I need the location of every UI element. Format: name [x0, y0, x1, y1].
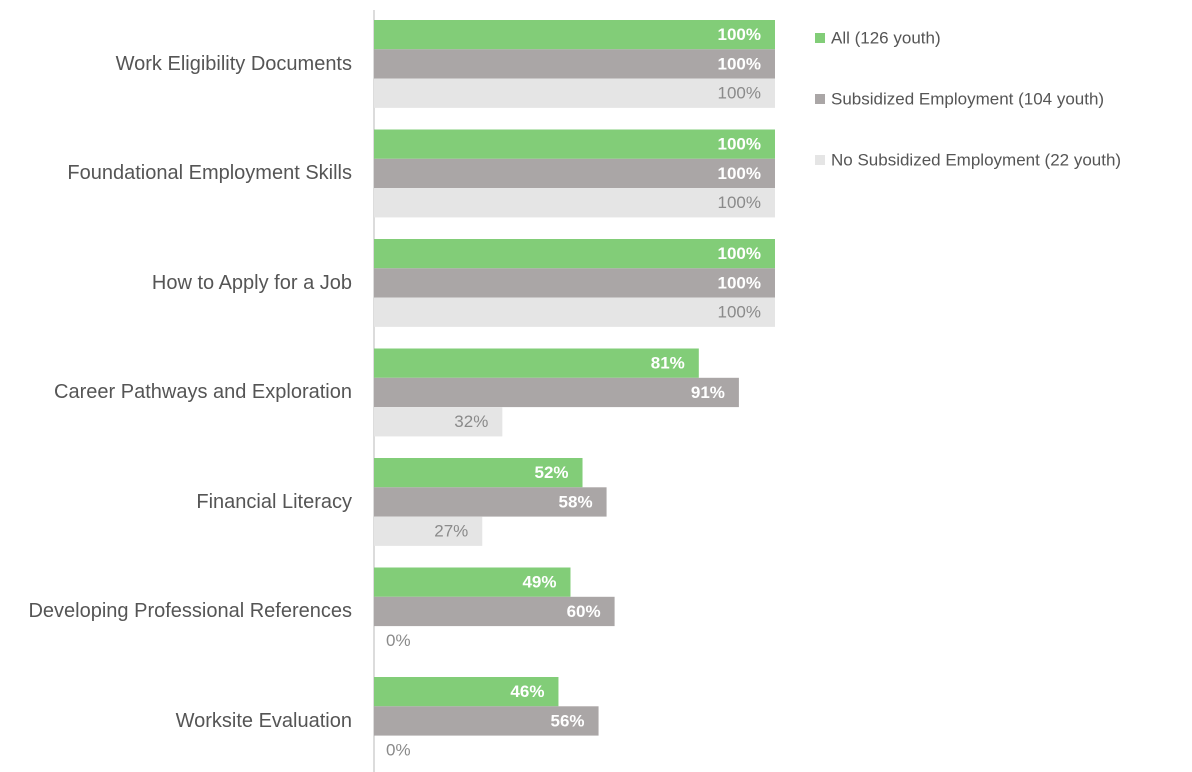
data-label: 91%	[691, 383, 725, 402]
bar	[374, 596, 615, 627]
bar	[374, 239, 775, 269]
category-label: Financial Literacy	[196, 490, 352, 513]
data-label: 60%	[567, 602, 601, 621]
data-label: 100%	[718, 273, 761, 292]
data-label: 46%	[510, 682, 544, 701]
bar	[374, 706, 599, 736]
bar	[374, 297, 775, 327]
legend-swatch	[815, 33, 825, 43]
data-label: 100%	[718, 244, 761, 263]
bar	[374, 129, 775, 159]
bar	[374, 377, 739, 408]
bar	[374, 268, 775, 298]
data-label: 100%	[718, 84, 761, 103]
data-label: 58%	[559, 492, 593, 511]
bar	[374, 407, 503, 437]
data-label: 100%	[718, 164, 761, 183]
bar	[374, 348, 699, 378]
category-label: How to Apply for a Job	[151, 271, 352, 294]
bar	[374, 188, 775, 218]
data-label: 52%	[534, 463, 568, 482]
bar	[374, 487, 607, 517]
data-label: 100%	[718, 25, 761, 44]
bar	[374, 516, 483, 546]
data-label: 0%	[386, 631, 411, 650]
bar	[374, 20, 775, 50]
legend-swatch	[815, 155, 825, 165]
category-label: Work Eligibility Documents	[115, 52, 352, 75]
bar	[374, 158, 775, 189]
data-label: 81%	[651, 354, 685, 373]
bar	[374, 567, 571, 597]
data-label: 56%	[551, 711, 585, 730]
bar	[374, 677, 559, 707]
bar	[374, 458, 583, 488]
category-label: Career Pathways and Exploration	[54, 381, 352, 404]
legend-swatch	[815, 94, 825, 104]
data-label: 49%	[522, 573, 556, 592]
category-label: Developing Professional References	[28, 600, 352, 623]
legend-label: Subsidized Employment (104 youth)	[831, 89, 1104, 108]
bar	[374, 78, 775, 108]
category-label: Foundational Employment Skills	[67, 162, 352, 185]
data-label: 100%	[718, 54, 761, 73]
data-label: 100%	[718, 303, 761, 322]
data-label: 27%	[434, 522, 468, 541]
bar	[374, 49, 775, 79]
legend-label: All (126 youth)	[831, 28, 941, 47]
data-label: 32%	[454, 412, 488, 431]
data-label: 0%	[386, 741, 411, 760]
data-label: 100%	[718, 193, 761, 212]
data-label: 100%	[718, 135, 761, 154]
category-label: Worksite Evaluation	[175, 709, 352, 732]
legend-label: No Subsidized Employment (22 youth)	[831, 150, 1121, 169]
